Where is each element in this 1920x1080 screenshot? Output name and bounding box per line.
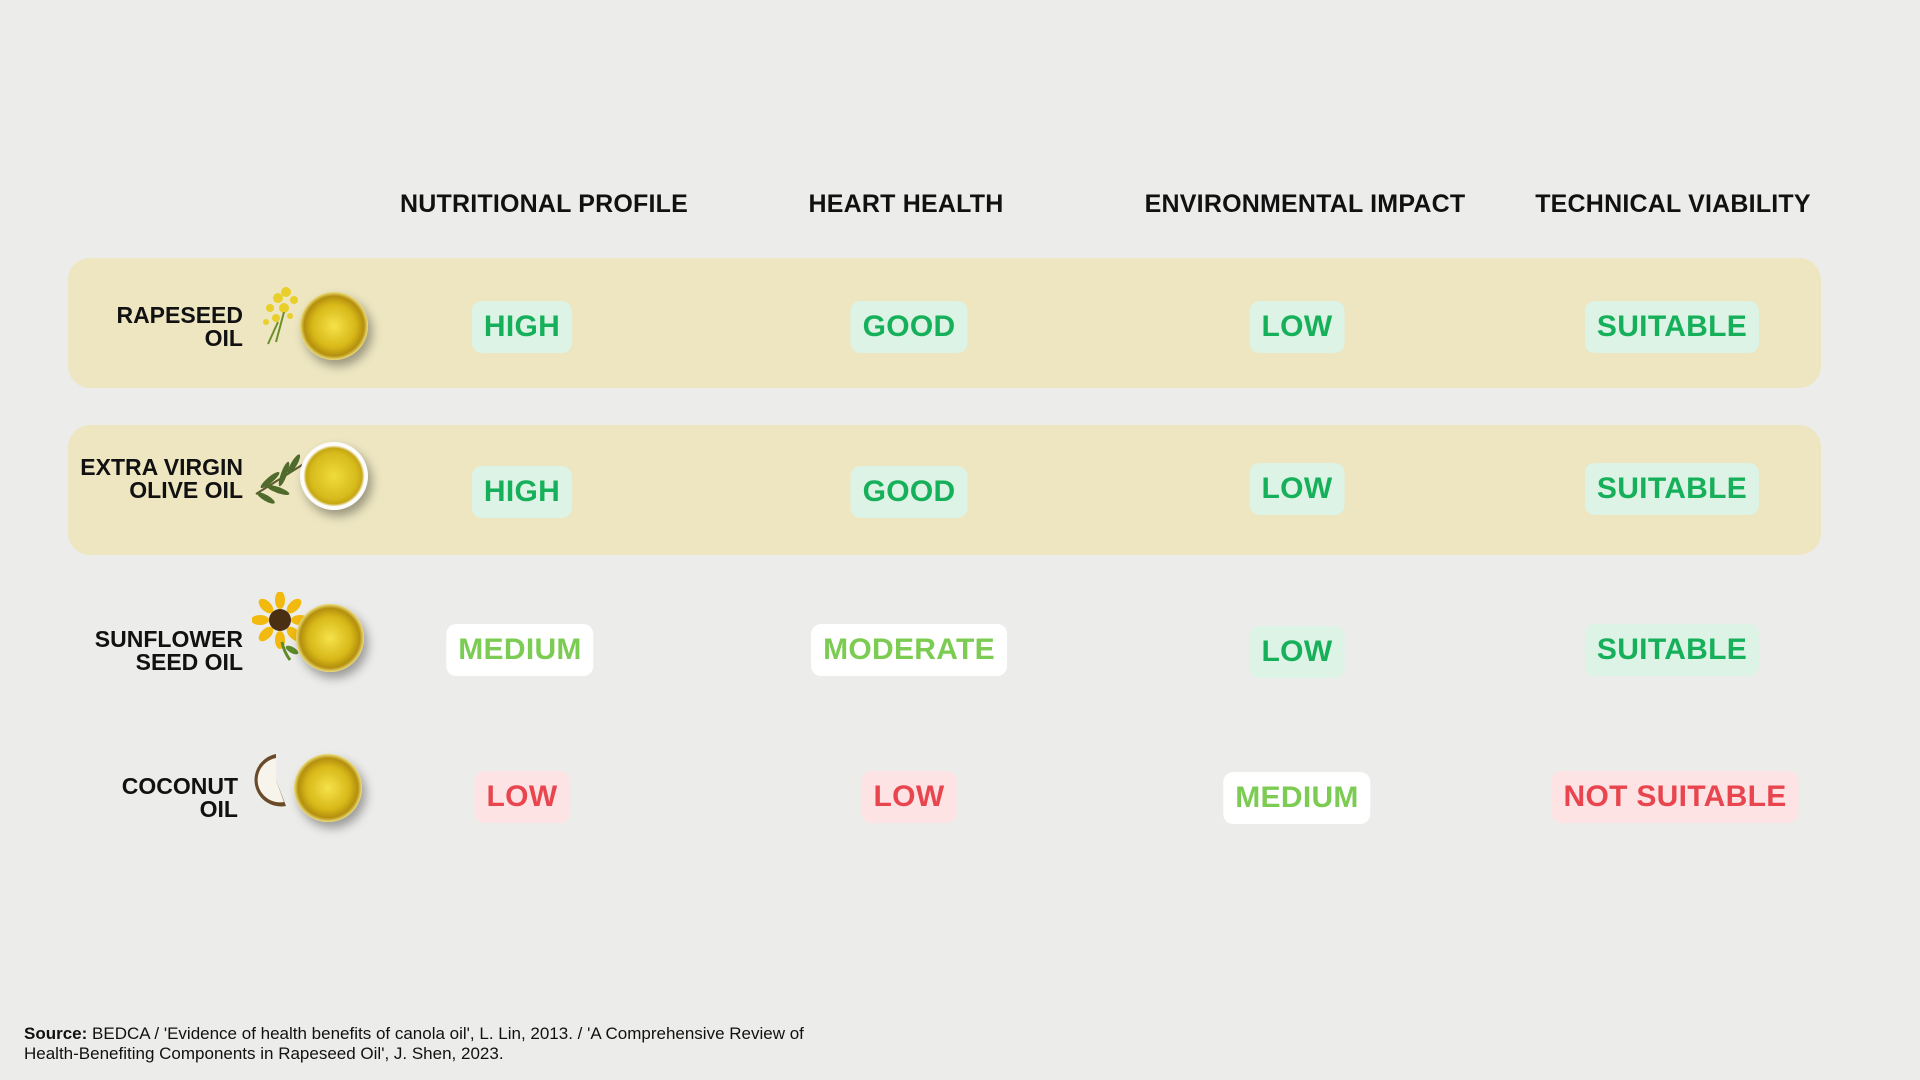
oil-bowl-icon [294, 754, 362, 822]
header-heart-health: HEART HEALTH [808, 190, 1004, 218]
oil-name-line2: OIL [204, 325, 243, 351]
badge-nutritional-profile: HIGH [471, 466, 573, 518]
oil-name: COCONUT OIL [0, 775, 238, 821]
badge-heart-health: GOOD [850, 466, 968, 518]
badge-environmental-impact: LOW [1249, 301, 1345, 353]
badge-technical-viability: SUITABLE [1584, 463, 1760, 515]
badge-technical-viability: SUITABLE [1584, 301, 1760, 353]
header-technical-viability: TECHNICAL VIABILITY [1535, 190, 1811, 218]
source-text: BEDCA / 'Evidence of health benefits of … [24, 1024, 804, 1063]
oil-name: RAPESEED OIL [0, 304, 243, 350]
oil-name-line1: RAPESEED [116, 302, 243, 328]
source-footnote: Source: BEDCA / 'Evidence of health bene… [24, 1024, 824, 1064]
sunflower-icon [252, 592, 309, 661]
oil-name-line2: OIL [199, 796, 238, 822]
badge-environmental-impact: MEDIUM [1223, 772, 1371, 824]
badge-heart-health: GOOD [850, 301, 968, 353]
oil-name-line2: OLIVE OIL [129, 477, 243, 503]
source-label: Source: [24, 1024, 88, 1043]
header-environmental-impact: ENVIRONMENTAL IMPACT [1144, 190, 1466, 218]
badge-environmental-impact: LOW [1249, 463, 1345, 515]
oil-name: SUNFLOWER SEED OIL [0, 628, 243, 674]
badge-heart-health: LOW [861, 771, 957, 823]
coconut-icon [254, 754, 286, 807]
badge-technical-viability: NOT SUITABLE [1551, 771, 1799, 823]
badge-environmental-impact: LOW [1249, 626, 1345, 678]
badge-technical-viability: SUITABLE [1584, 624, 1760, 676]
oil-bowl-icon [300, 292, 368, 360]
oil-name-line1: EXTRA VIRGIN [80, 454, 243, 480]
badge-nutritional-profile: MEDIUM [446, 624, 594, 676]
rapeseed-flower-icon [263, 287, 298, 345]
badge-nutritional-profile: LOW [474, 771, 570, 823]
oil-name-line1: SUNFLOWER [94, 626, 243, 652]
badge-heart-health: MODERATE [811, 624, 1007, 676]
oil-bowl-icon [296, 604, 364, 672]
header-nutritional-profile: NUTRITIONAL PROFILE [399, 190, 689, 218]
oil-name-line1: COCONUT [121, 773, 238, 799]
oil-name: EXTRA VIRGIN OLIVE OIL [0, 456, 243, 502]
column-headers: NUTRITIONAL PROFILE HEART HEALTH ENVIRON… [0, 190, 1920, 230]
oil-bowl-icon [300, 442, 368, 510]
badge-nutritional-profile: HIGH [471, 301, 573, 353]
oil-name-line2: SEED OIL [135, 649, 243, 675]
olive-branch-icon [255, 454, 311, 504]
